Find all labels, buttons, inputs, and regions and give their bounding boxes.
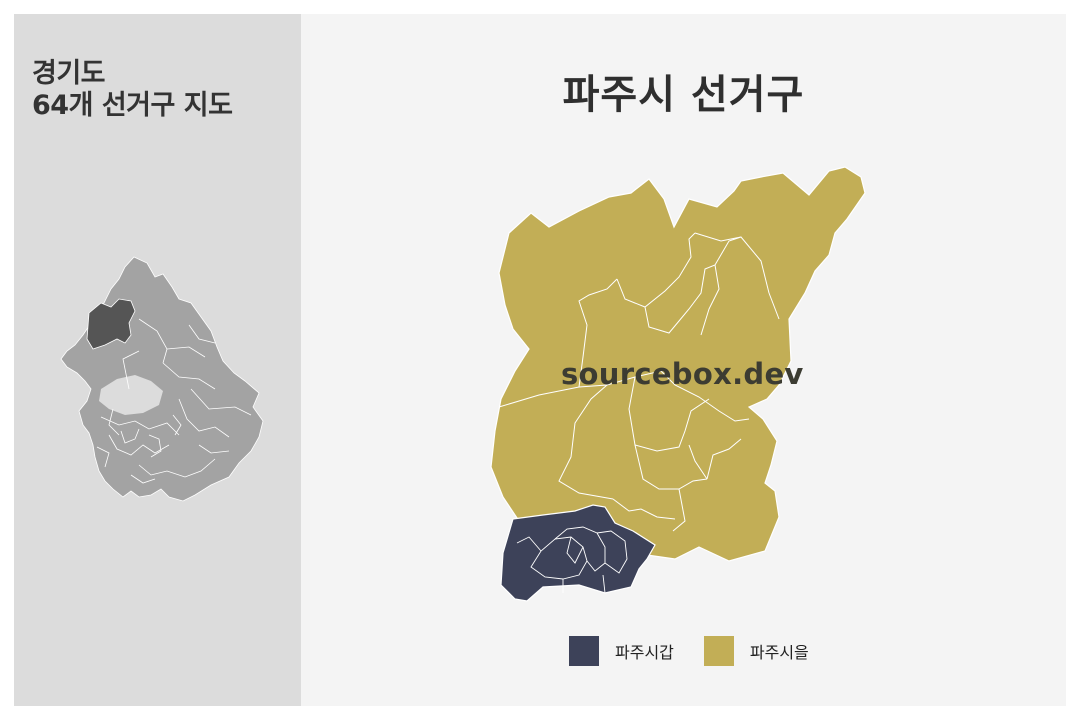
paju-gap-district [500,504,656,602]
map-legend: 파주시갑 파주시을 [569,636,839,666]
overview-title: 경기도 64개 선거구 지도 [32,58,233,122]
district-panel: 파주시 선거구 [301,14,1066,706]
legend-item-paju-eul: 파주시을 [703,636,809,666]
paju-district-map [490,166,866,602]
gyeonggi-overview-map [60,256,264,502]
overview-panel: 경기도 64개 선거구 지도 [14,14,301,706]
gap-internal-boundaries [516,526,628,594]
legend-swatch-paju-eul [703,636,734,666]
watermark-text: sourcebox.dev [561,357,804,391]
paju-highlight-shape [86,298,136,350]
infographic-frame: 경기도 64개 선거구 지도 [14,14,1066,706]
legend-swatch-paju-gap [569,636,599,666]
overview-title-line2: 64개 선거구 지도 [32,90,233,121]
overview-title-line1: 경기도 [32,58,106,89]
legend-item-paju-gap: 파주시갑 [569,636,674,666]
gyeonggi-province-shape [60,256,264,502]
paju-eul-district [490,166,866,562]
page-title: 파주시 선거구 [562,72,805,118]
legend-label-paju-gap: 파주시갑 [615,643,674,662]
legend-label-paju-eul: 파주시을 [749,643,809,662]
eul-internal-boundaries [498,232,780,532]
